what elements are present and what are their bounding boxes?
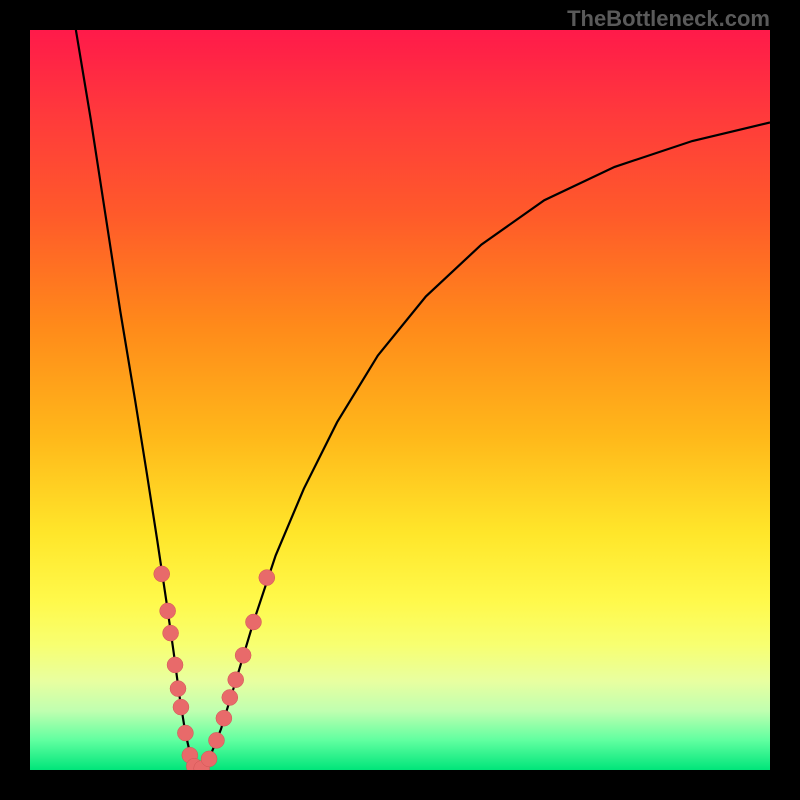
data-marker bbox=[216, 710, 232, 726]
watermark-text: TheBottleneck.com bbox=[567, 6, 770, 32]
data-marker bbox=[222, 689, 238, 705]
data-marker bbox=[154, 566, 170, 582]
data-marker bbox=[173, 699, 189, 715]
data-marker bbox=[259, 570, 275, 586]
data-marker bbox=[201, 751, 217, 767]
data-marker bbox=[160, 603, 176, 619]
data-marker bbox=[170, 681, 186, 697]
data-marker bbox=[177, 725, 193, 741]
data-marker bbox=[163, 625, 179, 641]
data-marker bbox=[208, 732, 224, 748]
chart-container: TheBottleneck.com bbox=[0, 0, 800, 800]
data-marker bbox=[235, 647, 251, 663]
data-marker bbox=[228, 672, 244, 688]
data-marker bbox=[245, 614, 261, 630]
data-marker bbox=[167, 657, 183, 673]
plot-area bbox=[30, 30, 770, 770]
data-markers bbox=[30, 30, 770, 770]
